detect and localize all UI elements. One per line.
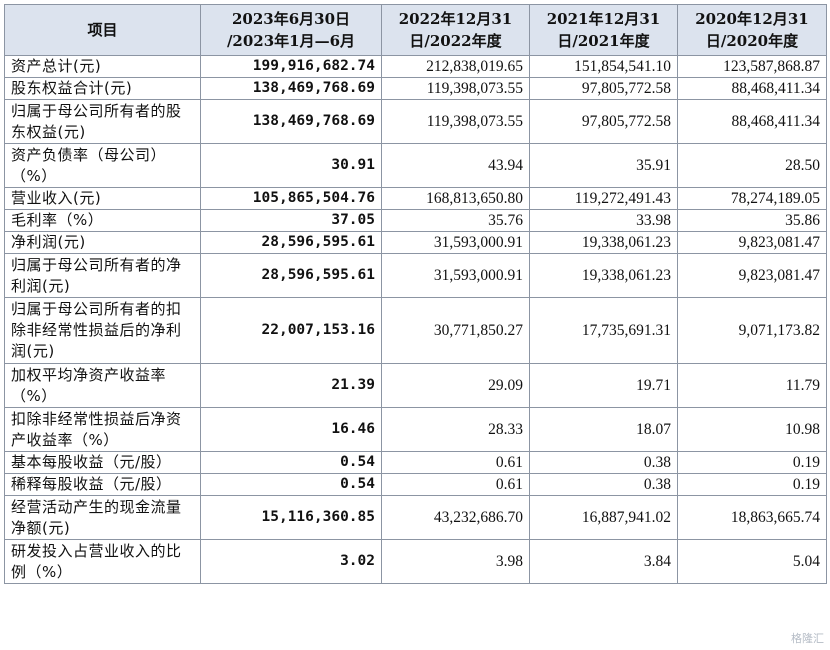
- table-cell: 0.54: [200, 473, 382, 496]
- table-cell: 138,469,768.69: [200, 99, 382, 144]
- row-label: 资产总计(元): [4, 55, 201, 78]
- table-cell: 123,587,868.87: [677, 55, 827, 78]
- financial-data-table: 项目 2023年6月30日 /2023年1月—6月 2022年12月31 日/2…: [4, 4, 827, 584]
- header-row: 项目 2023年6月30日 /2023年1月—6月 2022年12月31 日/2…: [4, 4, 827, 56]
- table-cell: 19,338,061.23: [529, 231, 678, 254]
- table-cell: 97,805,772.58: [529, 99, 678, 144]
- table-cell: 16.46: [200, 407, 382, 452]
- row-label: 净利润(元): [4, 231, 201, 254]
- table-cell: 18.07: [529, 407, 678, 452]
- table-cell: 11.79: [677, 363, 827, 408]
- table-cell: 0.54: [200, 451, 382, 474]
- table-cell: 0.19: [677, 451, 827, 474]
- table-cell: 78,274,189.05: [677, 187, 827, 210]
- table-cell: 35.86: [677, 209, 827, 232]
- table-row: 毛利率（%） 37.05 35.76 33.98 35.86: [4, 209, 827, 232]
- table-row: 股东权益合计(元) 138,469,768.69 119,398,073.55 97,…: [4, 77, 827, 100]
- table-cell: 88,468,411.34: [677, 77, 827, 100]
- table-cell: 29.09: [381, 363, 530, 408]
- table-cell: 31,593,000.91: [381, 231, 530, 254]
- table-cell: 199,916,682.74: [200, 55, 382, 78]
- row-label: 研发投入占营业收入的比例（%）: [4, 539, 201, 584]
- table-cell: 0.19: [677, 473, 827, 496]
- table-cell: 212,838,019.65: [381, 55, 530, 78]
- row-label: 扣除非经常性损益后净资产收益率（%）: [4, 407, 201, 452]
- table-cell: 19,338,061.23: [529, 253, 678, 298]
- table-cell: 28,596,595.61: [200, 231, 382, 254]
- table-cell: 3.02: [200, 539, 382, 584]
- table-cell: 105,865,504.76: [200, 187, 382, 210]
- table-row: 资产总计(元) 199,916,682.74 212,838,019.65 151,8…: [4, 55, 827, 78]
- table-cell: 30.91: [200, 143, 382, 188]
- table-cell: 0.61: [381, 473, 530, 496]
- table-cell: 151,854,541.10: [529, 55, 678, 78]
- table-cell: 168,813,650.80: [381, 187, 530, 210]
- row-label: 资产负债率（母公司）（%）: [4, 143, 201, 188]
- table-row: 净利润(元) 28,596,595.61 31,593,000.91 19,338,0…: [4, 231, 827, 254]
- table-row: 归属于母公司所有者的扣除非经常性损益后的净利润(元) 22,007,153.16 3…: [4, 297, 827, 364]
- table-cell: 16,887,941.02: [529, 495, 678, 540]
- table-cell: 28,596,595.61: [200, 253, 382, 298]
- table-cell: 5.04: [677, 539, 827, 584]
- table-cell: 9,071,173.82: [677, 297, 827, 364]
- table-cell: 10.98: [677, 407, 827, 452]
- table-row: 经营活动产生的现金流量净额(元) 15,116,360.85 43,232,686.…: [4, 495, 827, 540]
- table-cell: 119,398,073.55: [381, 77, 530, 100]
- row-label: 营业收入(元): [4, 187, 201, 210]
- table-cell: 35.91: [529, 143, 678, 188]
- table-row: 归属于母公司所有者的净利润(元) 28,596,595.61 31,593,000.…: [4, 253, 827, 298]
- table-cell: 37.05: [200, 209, 382, 232]
- table-row: 稀释每股收益（元/股） 0.54 0.61 0.38 0.19: [4, 473, 827, 496]
- row-label: 股东权益合计(元): [4, 77, 201, 100]
- row-label: 归属于母公司所有者的股东权益(元): [4, 99, 201, 144]
- table-cell: 28.33: [381, 407, 530, 452]
- header-2022: 2022年12月31 日/2022年度: [381, 4, 530, 56]
- table-cell: 0.38: [529, 473, 678, 496]
- table-cell: 0.38: [529, 451, 678, 474]
- table-cell: 3.98: [381, 539, 530, 584]
- table-cell: 35.76: [381, 209, 530, 232]
- table-cell: 138,469,768.69: [200, 77, 382, 100]
- row-label: 毛利率（%）: [4, 209, 201, 232]
- row-label: 经营活动产生的现金流量净额(元): [4, 495, 201, 540]
- table-cell: 43.94: [381, 143, 530, 188]
- table-cell: 43,232,686.70: [381, 495, 530, 540]
- table-cell: 88,468,411.34: [677, 99, 827, 144]
- table-cell: 15,116,360.85: [200, 495, 382, 540]
- table-row: 营业收入(元) 105,865,504.76 168,813,650.80 119,2…: [4, 187, 827, 210]
- table-cell: 119,272,491.43: [529, 187, 678, 210]
- table-cell: 33.98: [529, 209, 678, 232]
- table-cell: 30,771,850.27: [381, 297, 530, 364]
- watermark-logo: 格隆汇: [791, 632, 824, 645]
- row-label: 归属于母公司所有者的扣除非经常性损益后的净利润(元): [4, 297, 201, 364]
- table-cell: 21.39: [200, 363, 382, 408]
- table-cell: 119,398,073.55: [381, 99, 530, 144]
- header-item: 项目: [4, 4, 201, 56]
- row-label: 稀释每股收益（元/股）: [4, 473, 201, 496]
- table-cell: 18,863,665.74: [677, 495, 827, 540]
- table-cell: 0.61: [381, 451, 530, 474]
- table-cell: 9,823,081.47: [677, 231, 827, 254]
- table-row: 归属于母公司所有者的股东权益(元) 138,469,768.69 119,398,0…: [4, 99, 827, 144]
- row-label: 基本每股收益（元/股）: [4, 451, 201, 474]
- row-label: 归属于母公司所有者的净利润(元): [4, 253, 201, 298]
- header-2021: 2021年12月31 日/2021年度: [529, 4, 678, 56]
- table-row: 研发投入占营业收入的比例（%） 3.02 3.98 3.84 5.04: [4, 539, 827, 584]
- table-cell: 9,823,081.47: [677, 253, 827, 298]
- table-cell: 19.71: [529, 363, 678, 408]
- table-cell: 17,735,691.31: [529, 297, 678, 364]
- table-cell: 31,593,000.91: [381, 253, 530, 298]
- table-cell: 28.50: [677, 143, 827, 188]
- table-row: 加权平均净资产收益率（%） 21.39 29.09 19.71 11.79: [4, 363, 827, 408]
- table-row: 资产负债率（母公司）（%） 30.91 43.94 35.91 28.50: [4, 143, 827, 188]
- row-label: 加权平均净资产收益率（%）: [4, 363, 201, 408]
- table-cell: 3.84: [529, 539, 678, 584]
- table-row: 扣除非经常性损益后净资产收益率（%） 16.46 28.33 18.07 10.98: [4, 407, 827, 452]
- header-2020: 2020年12月31 日/2020年度: [677, 4, 827, 56]
- header-2023h1: 2023年6月30日 /2023年1月—6月: [200, 4, 382, 56]
- table-cell: 22,007,153.16: [200, 297, 382, 364]
- table-cell: 97,805,772.58: [529, 77, 678, 100]
- table-row: 基本每股收益（元/股） 0.54 0.61 0.38 0.19: [4, 451, 827, 474]
